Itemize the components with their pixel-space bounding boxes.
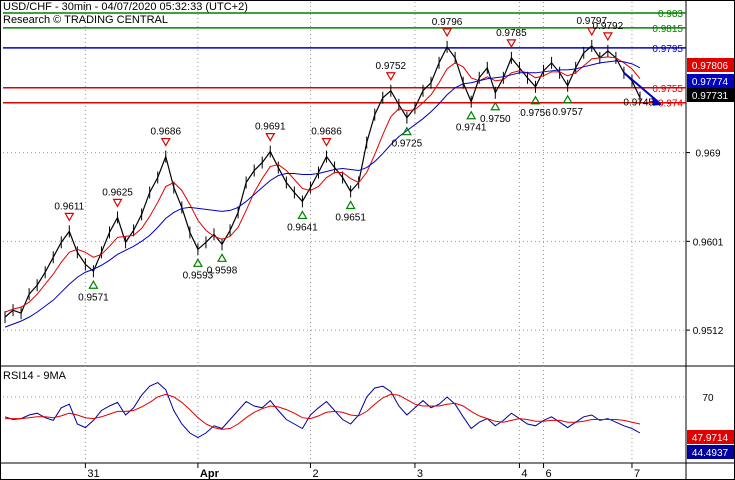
price-tag-label: 0.97731 bbox=[692, 91, 729, 102]
high-marker bbox=[265, 132, 276, 142]
pivot-label: 0.9785 bbox=[496, 28, 527, 39]
pivot-label: 0.9593 bbox=[183, 270, 214, 281]
high-marker bbox=[160, 137, 171, 147]
price-tag bbox=[687, 88, 734, 102]
low-marker bbox=[345, 200, 356, 210]
pivot-label: 0.9797 bbox=[576, 16, 607, 27]
pivot-label: 0.9686 bbox=[150, 127, 181, 138]
x-tick-label: 31 bbox=[87, 468, 99, 480]
pivot-label: 0.9750 bbox=[480, 114, 511, 125]
high-marker bbox=[442, 28, 453, 38]
forecast-label: 0.9745 bbox=[623, 98, 654, 109]
rsi-value-tag bbox=[687, 445, 734, 459]
rsi-tick-label: 70 bbox=[702, 393, 714, 404]
pivot-label: 0.9757 bbox=[552, 107, 583, 118]
low-marker bbox=[466, 110, 477, 120]
rsi-series-rsi_ma bbox=[5, 393, 641, 430]
rsi-value-tag bbox=[687, 430, 734, 444]
price-tag-label: 0.97774 bbox=[692, 77, 729, 88]
source-credit: Research © TRADING CENTRAL bbox=[3, 14, 168, 26]
level-label: 0.983 bbox=[658, 9, 683, 20]
x-tick-label: 2 bbox=[312, 468, 318, 480]
forecast-arrowhead bbox=[652, 95, 662, 106]
pivot-label: 0.9625 bbox=[102, 187, 133, 198]
y-tick-label: 0.969 bbox=[695, 149, 720, 160]
pivot-label: 0.9611 bbox=[54, 201, 84, 212]
level-label: 0.9755 bbox=[652, 84, 683, 95]
pivot-label: 0.9641 bbox=[287, 222, 318, 233]
price-tag bbox=[687, 74, 734, 88]
pivot-label: 0.9796 bbox=[432, 17, 463, 28]
pivot-label: 0.9741 bbox=[456, 123, 487, 134]
x-tick-label: 3 bbox=[417, 468, 423, 480]
level-label: 0.974 bbox=[658, 99, 683, 110]
series-ma_slow bbox=[4, 60, 641, 328]
price-tag bbox=[687, 58, 734, 72]
series-price bbox=[4, 44, 641, 318]
y-tick-label: 0.9512 bbox=[693, 326, 724, 337]
high-marker bbox=[64, 212, 75, 222]
y-tick-label: 0.9601 bbox=[693, 237, 724, 248]
high-marker bbox=[586, 27, 597, 37]
pivot-label: 0.9598 bbox=[207, 265, 238, 276]
low-marker bbox=[297, 210, 308, 220]
low-marker bbox=[216, 253, 228, 262]
low-marker bbox=[192, 258, 203, 267]
rsi-series-rsi bbox=[4, 382, 641, 439]
pivot-label: 0.9651 bbox=[335, 212, 366, 223]
price-tag-label: 0.97806 bbox=[692, 61, 729, 72]
level-label: 0.9815 bbox=[652, 24, 683, 35]
rsi-value-tag-label: 44.4937 bbox=[692, 448, 729, 459]
pivot-label: 0.9756 bbox=[520, 108, 551, 119]
x-tick-label: 6 bbox=[546, 468, 552, 480]
rsi-title: RSI14 - 9MA bbox=[3, 370, 67, 382]
high-marker bbox=[112, 198, 123, 208]
level-label: 0.9795 bbox=[652, 44, 683, 55]
high-marker bbox=[321, 137, 332, 147]
pivot-label: 0.9691 bbox=[255, 122, 286, 133]
high-marker bbox=[602, 32, 613, 42]
pivot-label: 0.9571 bbox=[78, 292, 109, 303]
pivot-label: 0.9752 bbox=[376, 61, 407, 72]
low-marker bbox=[562, 94, 573, 104]
high-marker bbox=[506, 39, 517, 49]
x-tick-label: 7 bbox=[634, 468, 640, 480]
low-marker bbox=[530, 95, 541, 105]
x-tick-label: 4 bbox=[521, 468, 527, 480]
x-tick-label: Apr bbox=[200, 468, 220, 480]
low-marker bbox=[401, 126, 412, 136]
pivot-label: 0.9686 bbox=[311, 127, 342, 138]
pivot-label: 0.9792 bbox=[593, 21, 624, 32]
rsi-value-tag-label: 47.9714 bbox=[692, 433, 729, 444]
chart-title: USD/CHF - 30min - 04/07/2020 05:32:33 (U… bbox=[3, 1, 248, 13]
high-marker bbox=[385, 72, 396, 81]
low-marker bbox=[490, 101, 501, 111]
series-ma_fast bbox=[4, 56, 641, 313]
low-marker bbox=[88, 280, 99, 289]
pivot-label: 0.9725 bbox=[392, 139, 423, 150]
